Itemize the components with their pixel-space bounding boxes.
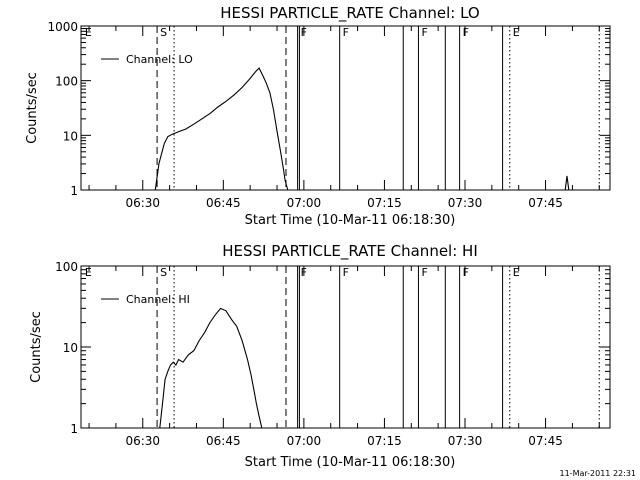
event-marker-label: F [463, 26, 469, 39]
event-marker-label: E [85, 26, 92, 39]
y-tick-label: 100 [55, 260, 78, 274]
legend-label: Channel: HI [126, 293, 190, 306]
event-marker-label: E [513, 266, 520, 279]
event-marker-label: S [160, 26, 167, 39]
x-tick-label: 07:15 [367, 434, 402, 448]
x-axis-label-hi: Start Time (10-Mar-11 06:18:30) [245, 455, 456, 470]
x-tick-label: 07:00 [287, 196, 322, 210]
x-tick-label: 07:30 [448, 196, 483, 210]
event-marker-label: F [421, 266, 427, 279]
event-marker-label: E [85, 266, 92, 279]
event-marker-label: F [343, 26, 349, 39]
event-marker-label: F [301, 26, 307, 39]
chart-panel-hi: HESSI PARTICLE_RATE Channel: HI Start Ti… [29, 242, 611, 470]
x-tick-label: 07:15 [367, 196, 402, 210]
plot-frame-lo [80, 25, 611, 191]
chart-title-hi: HESSI PARTICLE_RATE Channel: HI [222, 242, 478, 261]
y-tick-label: 10 [63, 341, 78, 355]
event-marker-label: S [160, 266, 167, 279]
series-line-lo [564, 175, 570, 191]
x-tick-label: 07:45 [528, 196, 563, 210]
plot-frame-hi [80, 265, 611, 429]
x-tick-label: 06:45 [206, 196, 241, 210]
generation-timestamp: 11-Mar-2011 22:31 [560, 469, 637, 478]
y-axis-label-hi: Counts/sec [29, 311, 44, 383]
x-tick-label: 07:00 [287, 434, 322, 448]
chart-title-lo: HESSI PARTICLE_RATE Channel: LO [220, 4, 479, 23]
x-axis-label-lo: Start Time (10-Mar-11 06:18:30) [245, 213, 456, 228]
series-line-hi [159, 307, 263, 429]
y-tick-label: 100 [55, 75, 78, 89]
x-tick-label: 07:45 [528, 434, 563, 448]
event-marker-label: F [301, 266, 307, 279]
event-marker-label: E [513, 26, 520, 39]
series-line-lo [154, 67, 289, 191]
y-tick-label: 1 [70, 422, 78, 436]
y-tick-label: 1 [70, 184, 78, 198]
y-axis-label-lo: Counts/sec [25, 72, 40, 144]
x-tick-label: 06:45 [206, 434, 241, 448]
x-tick-label: 06:30 [125, 434, 160, 448]
event-marker-label: F [421, 26, 427, 39]
x-tick-label: 06:30 [125, 196, 160, 210]
y-tick-label: 10 [63, 129, 78, 143]
y-tick-label: 1000 [47, 20, 78, 34]
chart-panel-lo: HESSI PARTICLE_RATE Channel: LO Start Ti… [25, 4, 611, 228]
event-marker-label: F [463, 266, 469, 279]
x-tick-label: 07:30 [448, 434, 483, 448]
legend-label: Channel: LO [126, 53, 193, 66]
event-marker-label: F [343, 266, 349, 279]
